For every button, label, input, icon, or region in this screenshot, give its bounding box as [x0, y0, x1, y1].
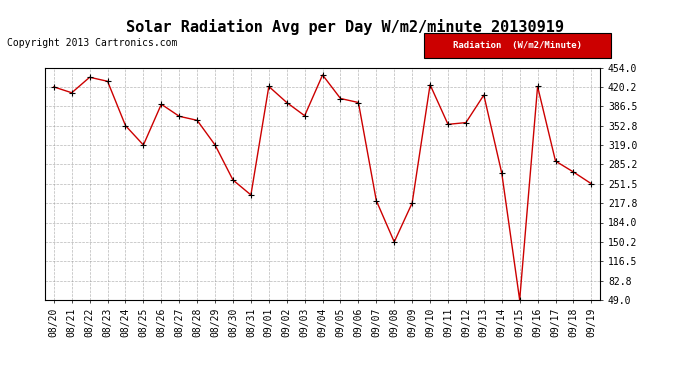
Text: Copyright 2013 Cartronics.com: Copyright 2013 Cartronics.com	[7, 38, 177, 48]
Text: Radiation  (W/m2/Minute): Radiation (W/m2/Minute)	[453, 41, 582, 50]
Text: Solar Radiation Avg per Day W/m2/minute 20130919: Solar Radiation Avg per Day W/m2/minute …	[126, 19, 564, 35]
